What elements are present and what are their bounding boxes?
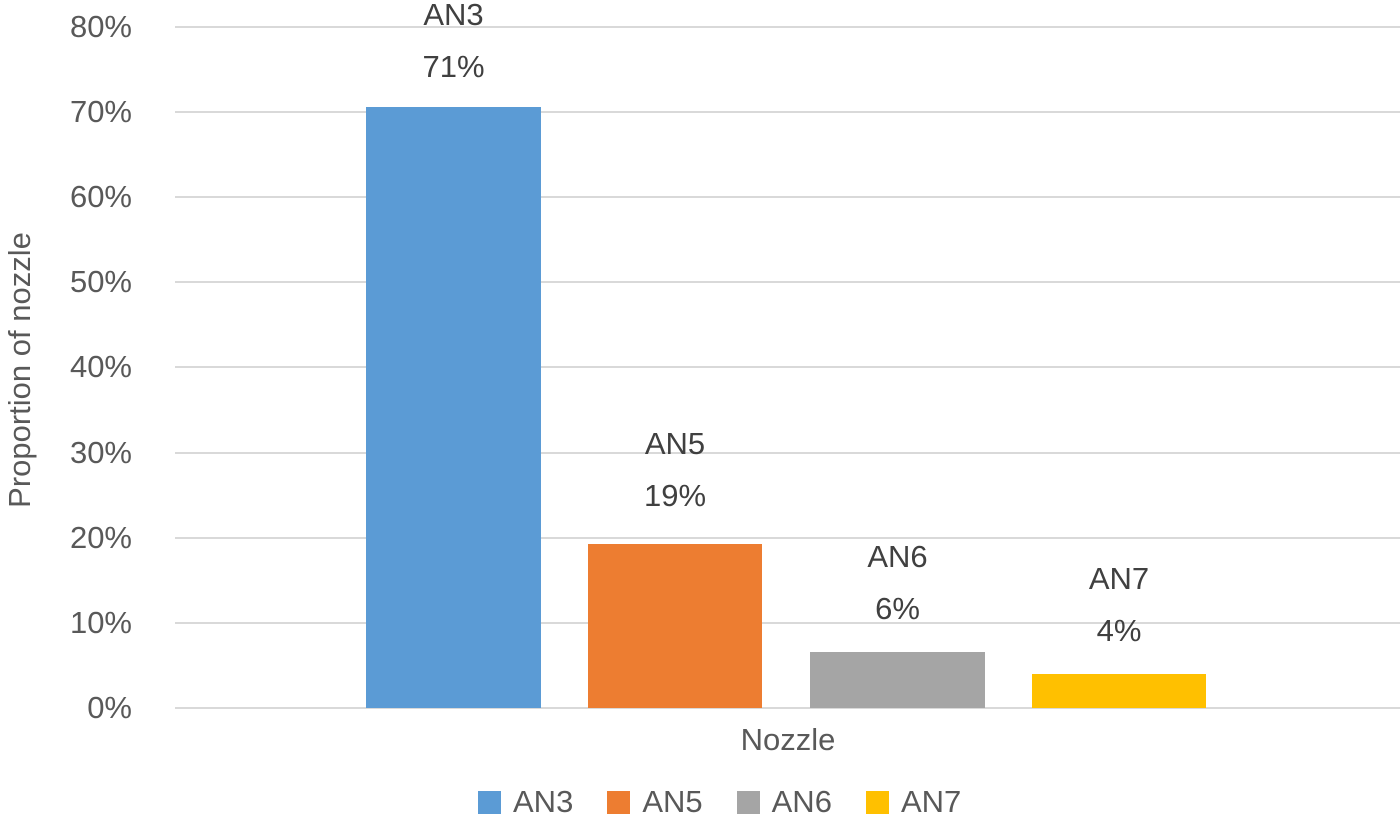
legend-label: AN5: [642, 784, 703, 819]
y-tick-label: 10%: [69, 605, 132, 640]
gridline-20: [175, 537, 1400, 539]
gridline-60: [175, 196, 1400, 198]
data-label-series: AN5: [644, 426, 706, 461]
data-label-value: 6%: [875, 591, 920, 626]
y-tick-label: 80%: [69, 9, 132, 44]
legend-swatch-icon: [478, 790, 501, 814]
bar-an7: [1032, 674, 1206, 708]
legend-label: AN6: [771, 784, 832, 819]
bar-an3: [366, 107, 541, 708]
data-label-value: 19%: [643, 478, 707, 513]
bar-an5: [588, 544, 762, 708]
y-tick-label: 20%: [69, 520, 132, 555]
gridline-40: [175, 366, 1400, 368]
gridline-30: [175, 452, 1400, 454]
x-axis-title: Nozzle: [0, 722, 1400, 758]
legend-item-an5[interactable]: AN5: [607, 784, 703, 820]
data-label-value: 71%: [422, 49, 485, 84]
legend-item-an6[interactable]: AN6: [736, 784, 832, 820]
gridline-70: [175, 111, 1400, 113]
data-label-an3: AN3 71%: [366, 0, 541, 86]
data-label-series: AN7: [1088, 561, 1150, 596]
legend-label: AN3: [513, 784, 574, 819]
y-tick-label: 0%: [87, 690, 132, 725]
data-label-an7: AN7 4%: [1032, 560, 1206, 650]
legend-label: AN7: [900, 784, 962, 819]
gridline-80: [175, 26, 1400, 28]
legend-swatch-icon: [607, 790, 631, 814]
x-axis-title-text: Nozzle: [740, 722, 836, 757]
y-tick-label: 70%: [69, 94, 132, 129]
legend: AN3 AN5 AN6 AN7: [478, 784, 995, 820]
gridline-10: [175, 622, 1400, 624]
gridline-50: [175, 281, 1400, 283]
legend-swatch-icon: [865, 790, 889, 814]
data-label-value: 4%: [1096, 613, 1142, 648]
y-tick-label: 30%: [69, 435, 132, 470]
y-tick-label: 50%: [69, 264, 132, 299]
legend-item-an3[interactable]: AN3: [478, 784, 573, 820]
data-label-series: AN6: [867, 539, 928, 574]
data-label-series: AN3: [423, 0, 484, 32]
x-axis-line: [175, 707, 1400, 709]
y-axis-title: Proportion of nozzle: [2, 232, 37, 508]
data-label-an6: AN6 6%: [810, 538, 985, 628]
y-tick-label: 60%: [69, 179, 132, 214]
legend-swatch-icon: [736, 790, 760, 814]
legend-item-an7[interactable]: AN7: [865, 784, 962, 820]
data-label-an5: AN5 19%: [588, 425, 762, 515]
bar-an6: [810, 652, 985, 708]
y-tick-label: 40%: [69, 349, 132, 384]
